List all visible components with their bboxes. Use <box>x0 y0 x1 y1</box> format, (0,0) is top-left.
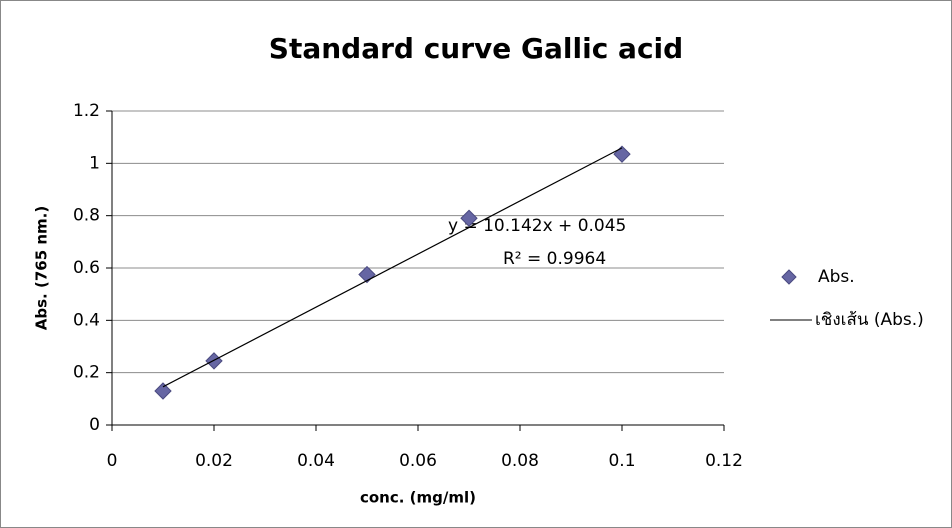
x-axis-label: conc. (mg/ml) <box>360 489 476 507</box>
x-tick-label: 0.12 <box>705 451 743 471</box>
x-tick-label: 0.06 <box>399 451 437 471</box>
y-tick-label: 0.8 <box>73 206 100 226</box>
x-tick-label: 0.1 <box>608 451 635 471</box>
data-point <box>154 382 172 400</box>
y-tick-label: 0.4 <box>73 310 100 330</box>
equation-annotation: y = 10.142x + 0.045 <box>448 216 626 236</box>
data-point <box>460 209 478 227</box>
chart-title: Standard curve Gallic acid <box>269 32 683 65</box>
legend-label: เชิงเส้น (Abs.) <box>815 310 924 330</box>
x-tick-label: 0 <box>107 451 118 471</box>
x-tick-label: 0.08 <box>501 451 539 471</box>
x-tick-label: 0.04 <box>297 451 335 471</box>
r2-annotation: R² = 0.9964 <box>503 249 606 269</box>
legend-marker <box>781 269 797 285</box>
x-tick-label: 0.02 <box>195 451 233 471</box>
y-tick-label: 0 <box>89 415 100 435</box>
data-point <box>358 265 376 284</box>
trendline <box>162 147 623 388</box>
y-tick-label: 0.6 <box>73 258 100 278</box>
legend-label: Abs. <box>818 267 855 287</box>
y-tick-label: 0.2 <box>73 363 100 383</box>
y-tick-label: 1 <box>89 153 100 173</box>
y-tick-label: 1.2 <box>73 101 100 121</box>
y-axis-label: Abs. (765 nm.) <box>33 206 51 330</box>
